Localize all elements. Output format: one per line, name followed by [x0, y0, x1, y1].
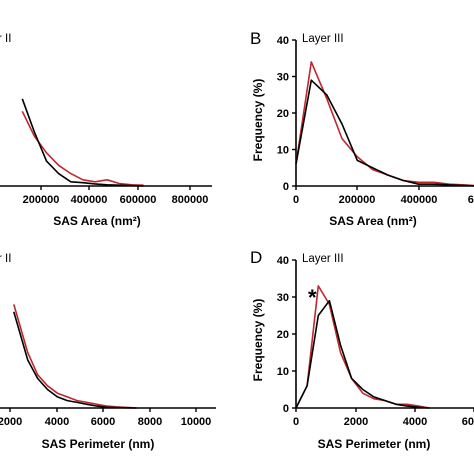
series-line-black [295, 299, 430, 409]
x-tick-label: 6000 [462, 416, 474, 428]
series-line-black [295, 79, 474, 187]
y-tick-label: 20 [277, 329, 289, 341]
y-axis-title: Frequency (%) [251, 299, 265, 382]
x-tick-label: 8000 [138, 416, 162, 428]
x-axis-title: SAS Perimeter (nm) [42, 437, 155, 451]
y-tick-label: 30 [277, 292, 289, 304]
x-tick-label: 0 [293, 194, 299, 206]
chart-panel-d: 02000400060008010203040SAS Perimeter (nm… [250, 248, 474, 451]
x-tick-label: 600000 [120, 194, 157, 206]
series-line-red [295, 61, 474, 187]
x-tick-label: 400000 [401, 194, 438, 206]
y-tick-label: 10 [277, 145, 289, 157]
x-tick-label: 10000 [181, 416, 212, 428]
x-tick-label: 2000 [344, 416, 368, 428]
panel-title: r II [0, 253, 11, 265]
series-line-red [13, 304, 137, 409]
panel-title: Layer III [302, 33, 344, 45]
x-axis-title: SAS Area (nm²) [53, 214, 141, 228]
panel-title: r II [0, 33, 11, 45]
x-tick-label: 200000 [23, 194, 60, 206]
x-tick-label: 2000 [0, 416, 22, 428]
x-tick-label: 400000 [71, 194, 108, 206]
significance-asterisk: * [308, 285, 317, 310]
y-tick-label: 0 [283, 403, 289, 415]
y-tick-label: 0 [283, 181, 289, 193]
x-tick-label: 200000 [339, 194, 376, 206]
panel-letter: B [250, 29, 261, 48]
series-line-red [295, 285, 430, 409]
x-tick-label: 6000 [468, 194, 474, 206]
chart-panel-a: 200000 400000 600000 800000 SAS Area (nm²) r … [0, 33, 212, 228]
series-line-black [21, 98, 144, 187]
y-axis-title: Frequency (%) [251, 79, 265, 162]
chart-panel-b: 0 200000 400000 6000 0 10 20 30 40 SAS Area (nm²)… [250, 29, 474, 228]
x-tick-label: 4000 [45, 416, 69, 428]
y-tick-label: 30 [277, 72, 289, 84]
y-tick-label: 40 [277, 35, 289, 47]
x-axis-title: SAS Area (nm²) [329, 214, 417, 228]
series-line-black [13, 311, 137, 409]
x-tick-label: 6000 [91, 416, 115, 428]
panel-letter: D [250, 248, 262, 267]
x-tick-label: 800000 [172, 194, 209, 206]
panel-title: Layer III [302, 253, 344, 265]
y-tick-label: 40 [277, 255, 289, 267]
series-line-red [21, 110, 144, 186]
x-axis-title: SAS Perimeter (nm) [318, 437, 431, 451]
y-tick-label: 10 [277, 366, 289, 378]
x-tick-label: 4000 [403, 416, 427, 428]
x-tick-label: 0 [293, 416, 299, 428]
chart-panel-c: 2000 4000 6000 8000 10000 SAS Perimeter (nm) r… [0, 253, 216, 451]
y-tick-label: 20 [277, 108, 289, 120]
